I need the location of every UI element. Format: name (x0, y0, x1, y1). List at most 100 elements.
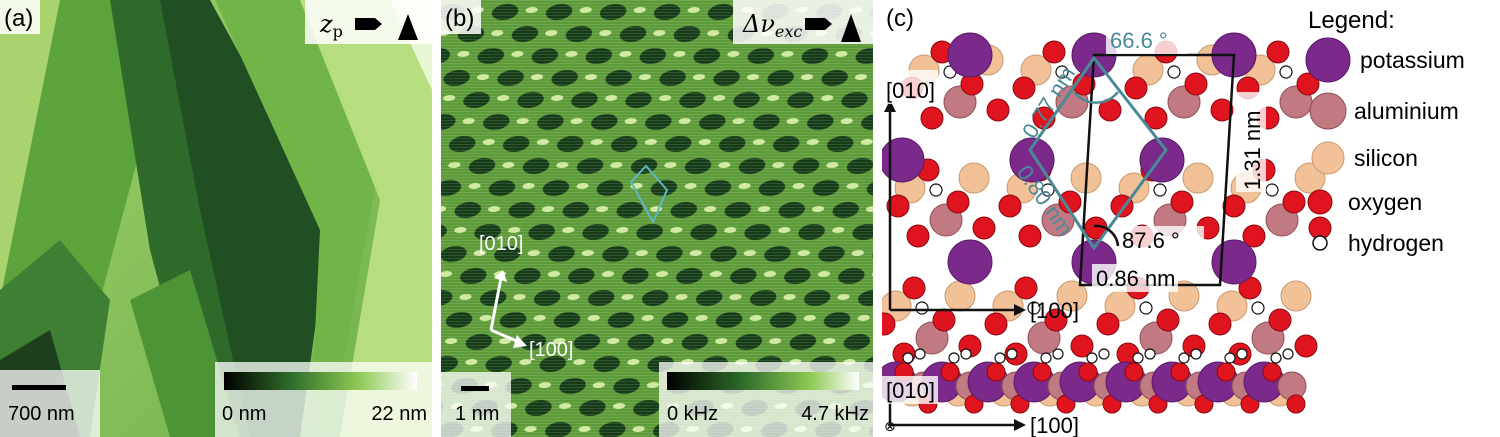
legend: Legend: potassium aluminium silicon oxyg… (1305, 7, 1465, 256)
legend-potassium-swatch (1305, 37, 1351, 83)
legend-hydrogen-swatch (1312, 235, 1328, 251)
atom-h (994, 352, 1006, 364)
colorbar-max: 22 nm (371, 403, 427, 425)
atom-h (929, 183, 943, 197)
atom-o (1262, 362, 1282, 382)
panel-c-label: (c) (886, 5, 914, 32)
atom-si (958, 162, 990, 194)
atom-o (1222, 194, 1246, 218)
colorbar-max: 4.7 kHz (801, 403, 869, 425)
legend-silicon-swatch (1311, 141, 1345, 175)
atom-o (998, 194, 1022, 218)
atom-o (1124, 362, 1144, 382)
atom-h (1041, 183, 1055, 197)
panel-a-topography: (a) zp 700 nm 0 nm 22 nm (0, 0, 432, 437)
legend-aluminium-swatch (1309, 92, 1347, 130)
atom-o (984, 312, 1008, 336)
atom-o (1078, 362, 1098, 382)
axis-010-label: [010] (886, 78, 935, 103)
axis-010-label: [010] (479, 233, 523, 255)
side-axis-010-label: [010] (886, 378, 935, 403)
atom-o (1296, 72, 1320, 96)
panel-c-crystal-structure: [010] [100] 66.6 ° 0.77 nm 0.80 nm 87.6 … (882, 0, 1500, 437)
atom-h (1282, 348, 1294, 360)
legend-title: Legend: (1308, 7, 1395, 34)
atom-o (882, 312, 896, 336)
atom-o (886, 194, 910, 218)
lattice-cell-outline (1078, 53, 1236, 287)
atom-o (920, 106, 944, 130)
atom-o (986, 362, 1006, 382)
atom-h (1006, 348, 1018, 360)
atom-o (940, 362, 960, 382)
atom-o (932, 308, 956, 332)
atom-o (1210, 98, 1234, 122)
length-086-label: 0.86 nm (1096, 266, 1176, 291)
scan-direction-up-icon (398, 14, 418, 40)
atom-o (1266, 40, 1290, 64)
atom-o (1012, 76, 1036, 100)
angle-bottom-label: 87.6 ° (1122, 228, 1180, 253)
scale-bar-label: 1 nm (455, 403, 499, 425)
scan-direction-arrow-icon (355, 18, 382, 30)
atom-o (1286, 394, 1306, 414)
atoms-top-view (882, 32, 1346, 366)
primitive-cell-outline (1028, 55, 1168, 251)
colorbar (667, 372, 859, 390)
atom-h (1132, 352, 1144, 364)
atom-o (1170, 362, 1190, 382)
atom-o (1018, 224, 1042, 248)
atom-k (1211, 239, 1257, 285)
atom-h (1139, 301, 1153, 315)
atom-si (1056, 280, 1088, 312)
atom-h (1167, 65, 1181, 79)
legend-silicon-label: silicon (1354, 145, 1418, 171)
atom-h (902, 352, 914, 364)
colorbar-min: 0 kHz (667, 403, 718, 425)
axis-100-arrow (490, 328, 520, 344)
atom-h (1251, 301, 1265, 315)
atom-h (1086, 352, 1098, 364)
angle-top-label: 66.6 ° (1110, 28, 1168, 53)
atom-h (948, 352, 960, 364)
axis-100-label: [100] (529, 339, 573, 361)
atom-h (1055, 65, 1069, 79)
axis-010-arrow (489, 277, 503, 331)
scale-bar (12, 385, 66, 390)
atom-h (960, 348, 972, 360)
topography-image: (a) zp 700 nm 0 nm 22 nm (0, 0, 432, 437)
atom-h (915, 301, 929, 315)
panel-b-frequency-shift: (b) Δνexc [010] [100] 1 nm 0 kHz 4.7 kHz (441, 0, 873, 437)
atom-o (986, 98, 1010, 122)
atom-o (1294, 334, 1318, 358)
legend-potassium-label: potassium (1360, 47, 1465, 73)
atom-h (1052, 348, 1064, 360)
atom-o (1124, 76, 1148, 100)
atom-k (882, 137, 925, 183)
atom-si (1280, 280, 1312, 312)
atom-o (946, 190, 970, 214)
atom-si (944, 280, 976, 312)
atom-o (1208, 312, 1232, 336)
legend-oxygen-label: oxygen (1348, 189, 1422, 215)
atom-o (1242, 224, 1266, 248)
atom-o (1170, 190, 1194, 214)
afm-image: (b) Δνexc [010] [100] 1 nm 0 kHz 4.7 kHz (441, 0, 873, 437)
atom-h (1153, 183, 1167, 197)
atom-h (1279, 65, 1293, 79)
atom-o (1070, 334, 1094, 358)
atom-h (1027, 301, 1041, 315)
atom-h (1144, 348, 1156, 360)
crystal-structure-diagram: [010] [100] 66.6 ° 0.77 nm 0.80 nm 87.6 … (882, 0, 1465, 437)
panel-a-label: (a) (4, 5, 33, 32)
colorbar (224, 372, 417, 390)
atom-o (1184, 72, 1208, 96)
atom-o (1014, 276, 1038, 300)
colorbar-min: 0 nm (222, 403, 266, 425)
atom-o (1044, 308, 1068, 332)
atom-h (1178, 352, 1190, 364)
atoms-side-view (882, 348, 1307, 414)
atom-o (1282, 190, 1306, 214)
panel-b-label: (b) (445, 5, 474, 32)
scan-direction-up-icon (841, 14, 861, 42)
